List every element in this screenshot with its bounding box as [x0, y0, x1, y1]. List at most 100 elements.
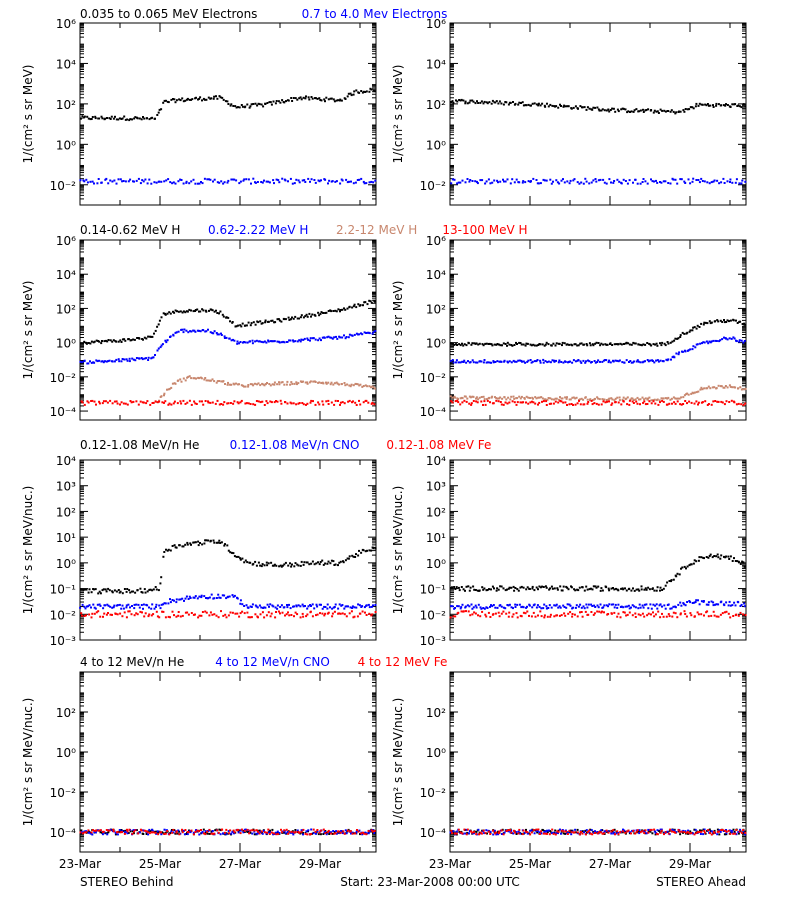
data-point	[676, 572, 679, 575]
data-point	[497, 181, 499, 184]
data-point	[289, 607, 292, 610]
data-point	[674, 612, 677, 615]
data-point	[337, 831, 340, 834]
data-point	[292, 340, 295, 343]
data-point	[616, 606, 619, 609]
data-point	[618, 359, 621, 362]
data-point	[102, 588, 105, 591]
data-point	[701, 388, 704, 391]
data-point	[724, 385, 727, 387]
data-point	[594, 178, 597, 180]
data-point	[355, 89, 358, 92]
data-point	[80, 829, 83, 832]
data-point	[353, 303, 356, 306]
data-point	[569, 398, 572, 401]
data-point	[734, 386, 737, 389]
data-point	[597, 585, 600, 588]
data-point	[547, 607, 550, 609]
data-point	[184, 597, 187, 600]
data-point	[327, 310, 330, 312]
data-point	[292, 97, 295, 99]
data-point	[145, 357, 148, 360]
data-point	[580, 397, 583, 400]
data-point	[577, 344, 580, 347]
data-point	[231, 594, 234, 597]
data-point	[339, 612, 342, 615]
data-point	[129, 606, 131, 609]
data-point	[549, 613, 552, 616]
data-point	[614, 603, 617, 606]
data-point	[183, 599, 185, 602]
data-point	[120, 401, 123, 404]
data-point	[189, 330, 192, 333]
data-point	[481, 343, 484, 346]
data-point	[140, 357, 143, 359]
data-point	[292, 833, 295, 836]
data-point	[708, 104, 710, 107]
data-point	[499, 401, 502, 403]
data-point	[557, 106, 560, 109]
data-point	[577, 605, 580, 608]
data-point	[204, 610, 207, 613]
data-point	[723, 611, 726, 614]
data-point	[585, 108, 588, 111]
data-point	[98, 359, 101, 362]
data-point	[250, 103, 253, 106]
data-point	[646, 342, 649, 344]
data-point	[480, 396, 483, 398]
data-point	[194, 613, 196, 616]
data-point	[309, 380, 312, 383]
data-point	[164, 400, 167, 403]
data-point	[266, 320, 269, 323]
data-point	[209, 379, 212, 382]
data-point	[639, 398, 642, 401]
data-point	[483, 398, 486, 401]
data-point	[513, 397, 516, 400]
data-point	[669, 341, 672, 344]
data-point	[552, 402, 555, 405]
data-point	[688, 330, 691, 333]
data-point	[656, 398, 659, 401]
data-point	[160, 833, 163, 836]
data-point	[711, 556, 714, 559]
data-point	[214, 402, 217, 405]
data-point	[717, 603, 720, 606]
y-tick-label: 10⁻⁴	[50, 405, 77, 419]
data-point	[82, 832, 84, 835]
data-point	[247, 616, 250, 619]
data-point	[160, 576, 163, 579]
data-point	[655, 359, 658, 362]
data-point	[593, 612, 596, 615]
data-point	[184, 611, 187, 614]
data-point	[485, 342, 488, 345]
data-point	[207, 400, 209, 403]
data-point	[242, 830, 245, 832]
data-point	[147, 359, 150, 361]
data-point	[169, 335, 172, 338]
data-point	[233, 400, 236, 403]
data-point	[576, 402, 579, 405]
data-point	[226, 100, 229, 103]
data-point	[480, 100, 483, 103]
data-point	[591, 588, 594, 591]
data-point	[514, 603, 517, 606]
data-point	[198, 377, 200, 380]
data-point	[622, 588, 625, 591]
data-point	[133, 180, 135, 183]
data-point	[365, 90, 368, 93]
data-point	[613, 606, 616, 609]
data-point	[729, 616, 732, 619]
data-point	[334, 309, 337, 312]
data-point	[690, 392, 693, 395]
data-point	[738, 182, 741, 185]
data-point	[633, 360, 635, 363]
data-point	[307, 605, 310, 608]
data-point	[570, 403, 573, 405]
data-point	[569, 360, 571, 363]
data-point	[164, 313, 167, 316]
data-point	[476, 361, 479, 364]
data-point	[333, 610, 336, 613]
data-point	[289, 562, 291, 565]
data-point	[221, 313, 224, 316]
data-point	[249, 616, 252, 619]
